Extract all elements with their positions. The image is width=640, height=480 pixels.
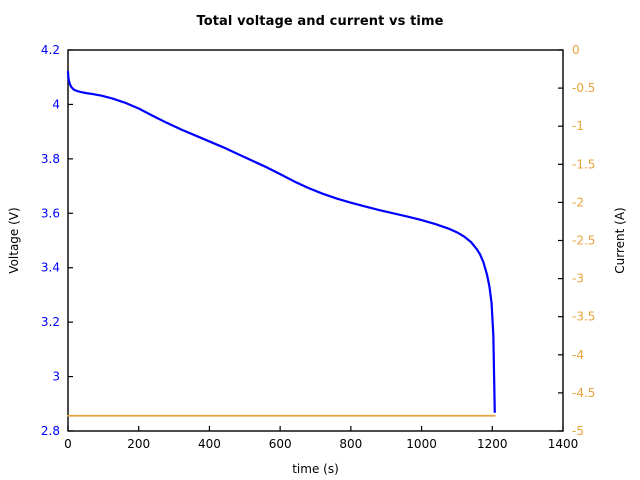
voltage-series-line [66,70,496,414]
chart-title: Total voltage and current vs time [196,14,444,29]
y-tick-label: 3.6 [41,206,60,220]
plot-frame [67,49,564,432]
x-tick-label: 800 [339,437,362,451]
y2-tick-label: -5 [572,424,584,438]
x-tick-label: 200 [127,437,150,451]
y2-tick-label: -2.5 [572,234,595,248]
x-tick-label: 400 [198,437,221,451]
x-tick-label: 1000 [406,437,437,451]
x-axis-title: time (s) [292,462,339,476]
y2-tick-label: -2 [572,195,584,209]
x-tick-label: 600 [269,437,292,451]
y-tick-label: 3.8 [41,152,60,166]
y2-tick-label: -3.5 [572,310,595,324]
y2-tick-label: -4.5 [572,386,595,400]
y-axis-title: Voltage (V) [7,207,21,273]
y-tick-label: 3.4 [41,261,60,275]
x-tick-label: 1400 [548,437,579,451]
y2-tick-label: 0 [572,43,580,57]
y2-tick-label: -1 [572,119,584,133]
y-tick-label: 3.2 [41,315,60,329]
y2-tick-label: -0.5 [572,81,595,95]
y-tick-label: 3 [52,370,60,384]
y2-tick-label: -1.5 [572,157,595,171]
y2-tick-label: -3 [572,272,584,286]
y-tick-label: 2.8 [41,424,60,438]
y-tick-label: 4.2 [41,43,60,57]
y-tick-label: 4 [52,97,60,111]
x-tick-label: 1200 [477,437,508,451]
y2-tick-label: -4 [572,348,584,362]
y2-axis-title: Current (A) [613,207,627,273]
x-tick-label: 0 [64,437,72,451]
